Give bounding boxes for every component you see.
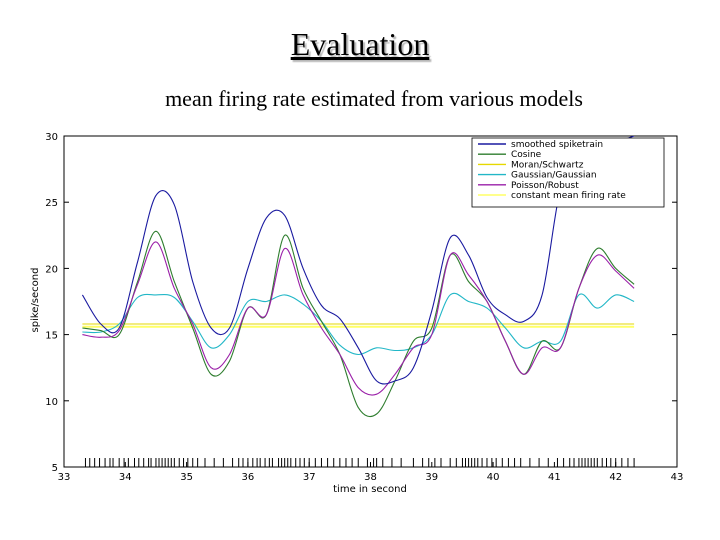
legend-label: Gaussian/Gaussian: [511, 171, 597, 181]
y-axis: 5 10 15 20 25 30: [45, 132, 677, 474]
series-lines: [81, 136, 635, 418]
slide-subtitle: mean firing rate estimated from various …: [165, 86, 583, 111]
y-tick-label: 20: [45, 264, 58, 275]
x-tick-label: 43: [671, 472, 684, 483]
x-tick-label: 34: [119, 472, 132, 483]
y-tick-label: 30: [45, 132, 58, 143]
legend-label: smoothed spiketrain: [511, 140, 603, 150]
y-tick-label: 15: [45, 331, 58, 342]
x-tick-label: 36: [242, 472, 255, 483]
x-tick-label: 35: [180, 472, 193, 483]
x-tick-label: 33: [58, 472, 71, 483]
x-tick-label: 40: [487, 472, 500, 483]
series-line-poisson-robust: [82, 241, 635, 396]
legend-label: constant mean firing rate: [511, 191, 626, 201]
y-axis-label: spike/second: [30, 268, 41, 333]
spike-raster: [84, 458, 635, 467]
legend-label: Poisson/Robust: [511, 181, 579, 191]
legend-label: Moran/Schwartz: [511, 160, 584, 170]
x-tick-label: 41: [548, 472, 561, 483]
y-tick-label: 5: [52, 463, 58, 474]
legend: smoothed spiketrainCosineMoran/SchwartzG…: [471, 137, 665, 208]
y-tick-label: 25: [45, 198, 58, 209]
x-axis: 33 34 35 36 37 38 39 40 41 42 43: [58, 462, 684, 483]
x-axis-label: time in second: [333, 484, 407, 495]
x-tick-label: 38: [364, 472, 377, 483]
x-tick-label: 37: [303, 472, 316, 483]
legend-label: Cosine: [511, 150, 542, 160]
y-tick-label: 10: [45, 397, 58, 408]
x-tick-label: 39: [425, 472, 438, 483]
x-tick-label: 42: [609, 472, 622, 483]
series-line-cosine: [82, 230, 635, 418]
series-line-smoothed-spiketrain: [81, 136, 635, 385]
slide-title: Evaluation: [290, 26, 430, 62]
